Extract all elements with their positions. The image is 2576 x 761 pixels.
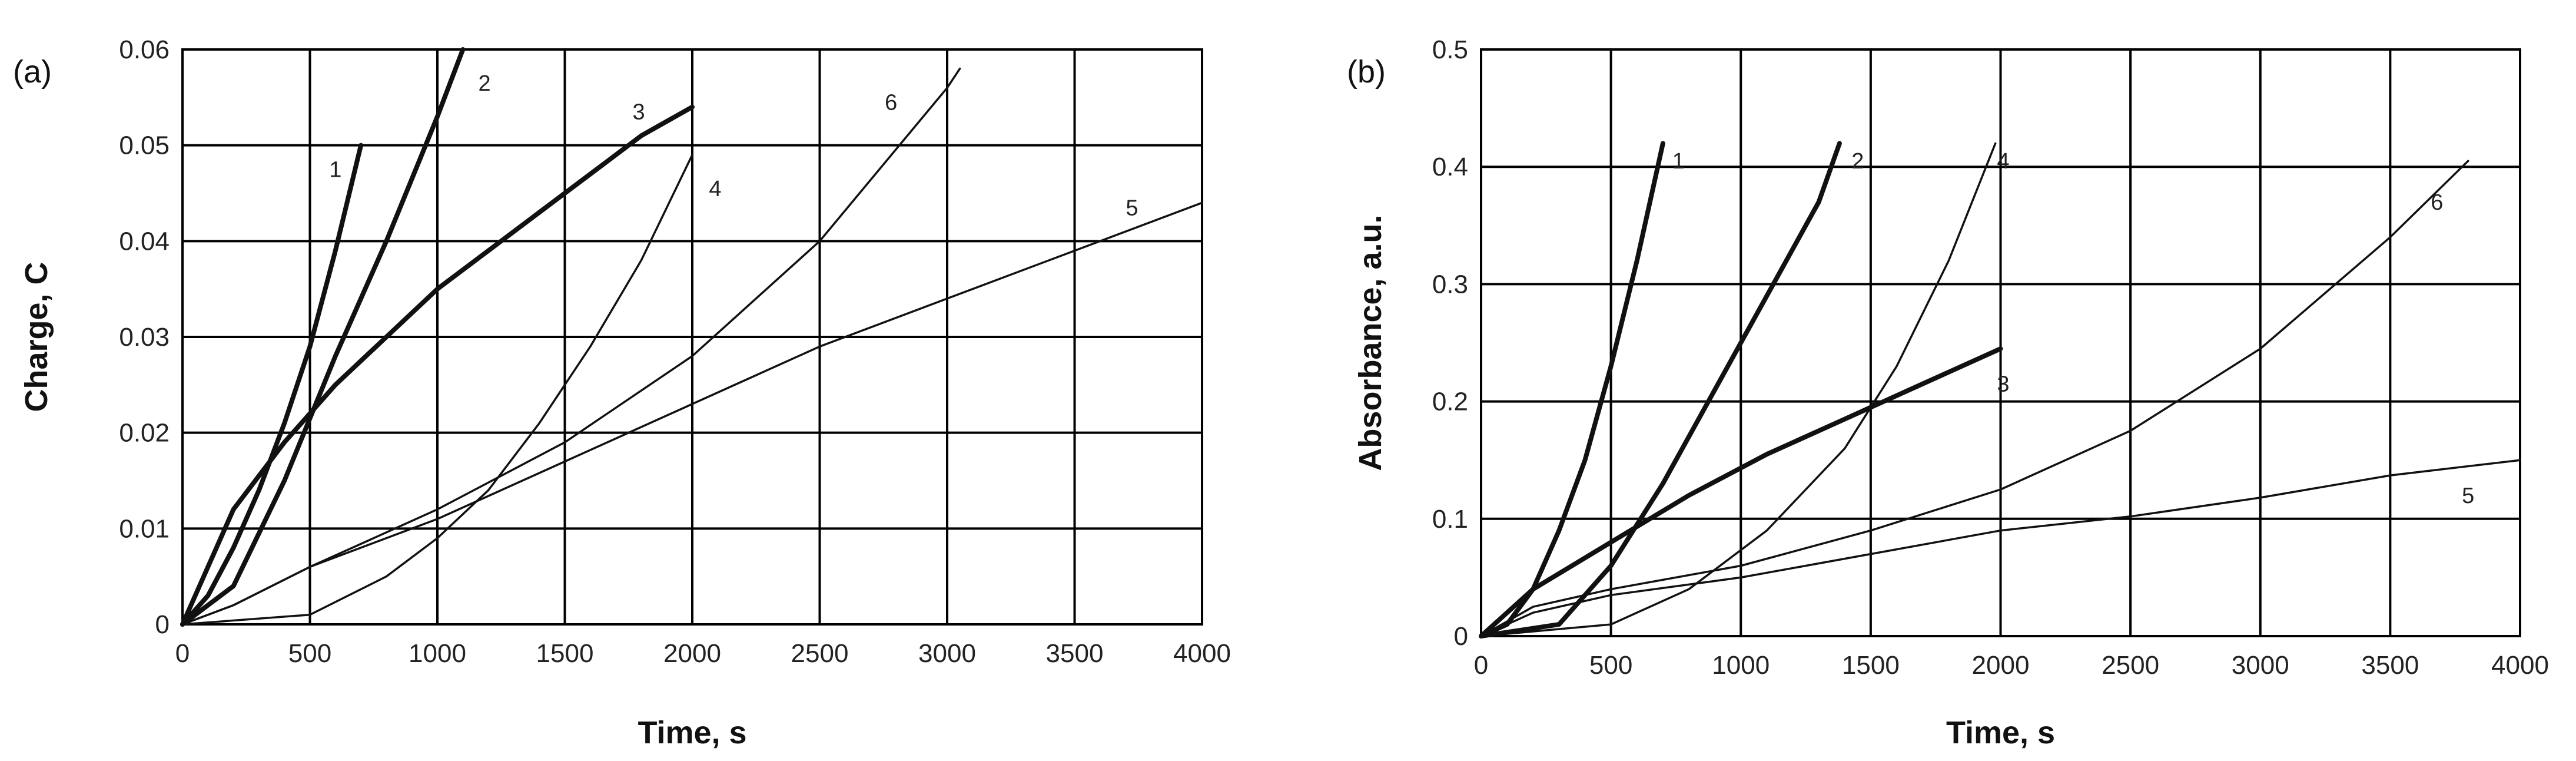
series-line-6 bbox=[181, 67, 961, 626]
series-line-4 bbox=[1480, 142, 1997, 637]
curve-label-1: 1 bbox=[329, 157, 341, 182]
series-line-2 bbox=[1479, 141, 1842, 638]
curve-label-4: 4 bbox=[709, 177, 721, 201]
chart-a: 0 500 1000 1500 2000 2500 3000 3500 4000 0 0.01 0.0… bbox=[13, 35, 1231, 750]
x-tick-label: 1000 bbox=[1712, 651, 1770, 680]
x-tick-label: 2500 bbox=[791, 639, 849, 668]
x-tick-label: 500 bbox=[1589, 651, 1632, 680]
series-line-5 bbox=[1480, 459, 2521, 637]
x-tick-label: 0 bbox=[175, 639, 190, 668]
y-axis-title: Absorbance, a.u. bbox=[1353, 214, 1388, 471]
y-tick-label: 0.02 bbox=[119, 419, 170, 448]
curve-label-6: 6 bbox=[2431, 190, 2443, 215]
x-tick-label: 2000 bbox=[663, 639, 721, 668]
chart-b: 0 500 1000 1500 2000 2500 3000 3500 4000 0 0.1 0.2 0… bbox=[1347, 35, 2549, 750]
x-tick-label: 4000 bbox=[1173, 639, 1231, 668]
x-tick-label: 3000 bbox=[918, 639, 976, 668]
curve-label-3: 3 bbox=[632, 100, 645, 125]
y-axis-title: Charge, C bbox=[19, 262, 54, 412]
x-tick-label: 2500 bbox=[2102, 651, 2159, 680]
x-tick-label: 2000 bbox=[1972, 651, 2030, 680]
x-tick-label: 3500 bbox=[1046, 639, 1104, 668]
x-tick-label: 1000 bbox=[409, 639, 466, 668]
series-line-3 bbox=[180, 104, 695, 627]
series-line-6 bbox=[1480, 160, 2469, 637]
y-tick-label: 0.1 bbox=[1432, 505, 1468, 534]
y-tick-label: 0.5 bbox=[1432, 35, 1468, 64]
series-line-4 bbox=[181, 154, 693, 626]
y-tick-label: 0.04 bbox=[119, 227, 170, 256]
y-tick-label: 0.01 bbox=[119, 514, 170, 543]
x-tick-label: 4000 bbox=[2491, 651, 2549, 680]
x-axis-title: Time, s bbox=[1946, 715, 2055, 750]
curve-label-3: 3 bbox=[1997, 372, 2009, 397]
y-tick-label: 0 bbox=[1454, 622, 1468, 651]
panel-label: (a) bbox=[13, 54, 52, 90]
x-tick-label: 1500 bbox=[1842, 651, 1900, 680]
x-tick-label: 1500 bbox=[536, 639, 594, 668]
y-tick-label: 0 bbox=[155, 610, 170, 639]
curve-label-5: 5 bbox=[1126, 196, 1138, 220]
x-tick-label: 3500 bbox=[2361, 651, 2419, 680]
y-tick-label: 0.03 bbox=[119, 323, 170, 352]
series-line-3 bbox=[1479, 346, 2003, 638]
series-line-2 bbox=[180, 47, 466, 627]
x-tick-label: 0 bbox=[1474, 651, 1488, 680]
y-tick-label: 0.06 bbox=[119, 35, 170, 64]
x-axis-title: Time, s bbox=[638, 715, 746, 750]
curve-label-2: 2 bbox=[479, 71, 491, 96]
panel-label: (b) bbox=[1347, 54, 1386, 90]
y-tick-label: 0.4 bbox=[1432, 153, 1468, 181]
y-tick-label: 0.2 bbox=[1432, 388, 1468, 416]
curve-label-4: 4 bbox=[1997, 149, 2009, 174]
x-tick-label: 500 bbox=[288, 639, 331, 668]
plot-frame bbox=[181, 48, 1203, 626]
curve-label-2: 2 bbox=[1851, 149, 1864, 174]
curve-label-5: 5 bbox=[2462, 484, 2474, 508]
plot-frame bbox=[1480, 48, 2521, 637]
series-line-1 bbox=[1479, 141, 1665, 638]
curve-label-1: 1 bbox=[1672, 149, 1685, 174]
x-tick-label: 3000 bbox=[2232, 651, 2289, 680]
y-tick-label: 0.05 bbox=[119, 131, 170, 160]
curve-label-6: 6 bbox=[885, 90, 897, 115]
y-tick-label: 0.3 bbox=[1432, 270, 1468, 299]
